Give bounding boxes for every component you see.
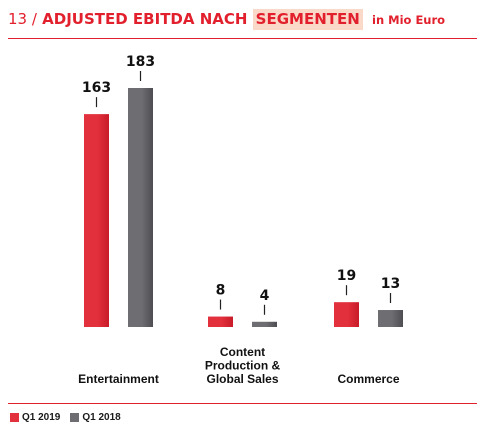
bar-commerce-q1-2018: [378, 310, 403, 327]
bar-content-production-global-sales-q1-2018: [252, 321, 277, 327]
bar-entertainment-q1-2018: [128, 88, 153, 327]
bar-commerce-q1-2019: [334, 302, 359, 327]
chart-title: 13 / ADJUSTED EBITDA NACH SEGMENTEN in M…: [8, 9, 446, 36]
legend-item-q1-2019: Q1 2019: [10, 412, 60, 423]
value-label-content-production-global-sales-q1-2019: 8: [216, 283, 226, 299]
title-main: ADJUSTED EBITDA NACH: [42, 10, 248, 28]
bar-content-production-global-sales-q1-2019: [208, 316, 233, 327]
value-label-content-production-global-sales-q1-2018: 4: [260, 288, 270, 304]
title-unit: in Mio Euro: [372, 13, 446, 27]
legend: Q1 2019 Q1 2018: [10, 412, 131, 423]
value-label-entertainment-q1-2019: 163: [82, 80, 111, 96]
bar-chart: 163 183 Entertainment 8 4 Content Production &…: [78, 54, 403, 386]
legend-item-q1-2018: Q1 2018: [70, 412, 121, 423]
category-label-commerce: Commerce: [337, 372, 399, 386]
bar-entertainment-q1-2019: [84, 114, 109, 328]
legend-swatch-q1-2018: [70, 413, 80, 422]
category-label-entertainment: Entertainment: [78, 372, 159, 386]
bottom-rule: [8, 403, 477, 404]
legend-label-q1-2018: Q1 2018: [82, 412, 121, 423]
top-rule: [8, 38, 477, 39]
legend-label-q1-2019: Q1 2019: [22, 412, 61, 423]
category-label-content-production-global-sales: Content Production & Global Sales: [205, 345, 281, 386]
title-highlight: SEGMENTEN: [252, 9, 363, 30]
value-label-commerce-q1-2019: 19: [337, 268, 356, 284]
figure-number: 13 /: [8, 10, 37, 28]
value-label-entertainment-q1-2018: 183: [126, 54, 155, 70]
legend-swatch-q1-2019: [10, 413, 19, 422]
value-label-commerce-q1-2018: 13: [381, 276, 400, 292]
